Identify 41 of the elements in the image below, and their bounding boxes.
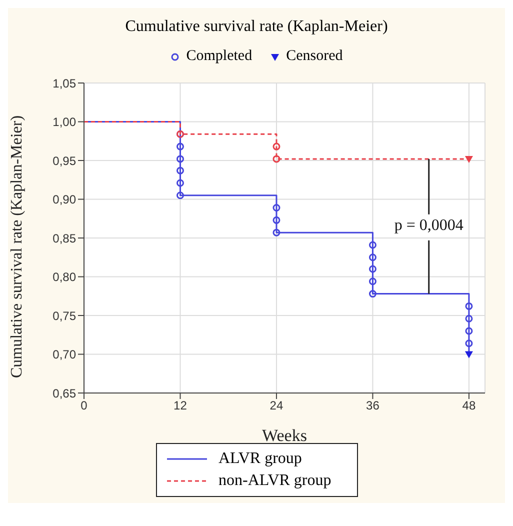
y-tick-label: 0,85 [52, 231, 76, 246]
y-tick-label: 1,05 [52, 76, 76, 90]
legend-label: Censored [285, 48, 343, 65]
y-tick-label: 0,65 [52, 386, 76, 400]
y-tick-label: 1,00 [52, 115, 76, 130]
point [176, 179, 184, 187]
x-tick-label: 0 [80, 398, 88, 413]
legend-label: ALVR group [218, 449, 303, 469]
point [176, 192, 184, 200]
x-tick-label: 48 [462, 398, 476, 413]
y-tick-label: 0,75 [52, 308, 76, 323]
point [368, 254, 376, 262]
point [465, 340, 473, 348]
point [465, 327, 473, 335]
x-tick-label: 12 [174, 398, 188, 413]
point [176, 155, 184, 163]
point [176, 166, 184, 174]
point [464, 351, 473, 358]
point [176, 142, 184, 150]
chart-title: Cumulative survival rate (Kaplan-Meier) [124, 18, 389, 36]
point [464, 156, 473, 163]
point [272, 204, 280, 212]
legend-label: Completed [185, 48, 252, 65]
point [368, 241, 376, 249]
point [368, 290, 376, 298]
point [368, 278, 376, 286]
y-tick-label: 0,90 [52, 192, 76, 207]
legend-label: non-ALVR group [218, 471, 332, 491]
point [368, 265, 376, 273]
x-tick-label: 24 [270, 398, 284, 413]
y-tick-label: 0,80 [52, 270, 76, 284]
point [272, 216, 280, 224]
x-axis-title: Weeks [262, 426, 307, 445]
y-tick-label: 0,95 [52, 154, 76, 168]
point [465, 314, 473, 322]
x-tick-label: 36 [366, 398, 380, 413]
point [465, 302, 473, 310]
point [272, 228, 280, 236]
y-axis-title: Cumulative survival rate (Kaplan-Meier) [8, 115, 26, 378]
annotation: p = 0,0004 [394, 217, 464, 234]
y-tick-label: 0,70 [52, 348, 76, 362]
